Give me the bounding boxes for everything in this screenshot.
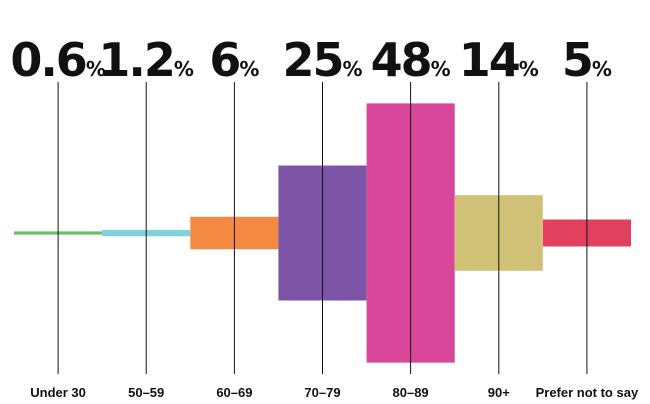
value-unit: % (174, 57, 194, 81)
value-label-70-79: 25% (282, 33, 362, 87)
value-number: 14 (459, 33, 519, 87)
value-number: 1.2 (98, 33, 174, 87)
value-label-prefer-not-to-say: 5% (562, 33, 612, 87)
category-label-70-79: 70–79 (304, 385, 340, 400)
value-unit: % (86, 57, 106, 81)
guide-lines-layer (57, 82, 588, 374)
value-number: 0.6 (10, 33, 86, 87)
value-label-60-69: 6% (209, 33, 259, 87)
value-unit: % (342, 57, 362, 81)
value-label-80-89: 48% (371, 33, 451, 87)
category-label-50-59: 50–59 (128, 385, 164, 400)
value-label-90: 14% (459, 33, 539, 87)
value-unit: % (239, 57, 259, 81)
value-unit: % (592, 57, 612, 81)
category-label-90: 90+ (488, 385, 510, 400)
value-number: 5 (562, 33, 592, 87)
value-number: 25 (282, 33, 342, 87)
value-unit: % (431, 57, 451, 81)
value-label-under-30: 0.6% (10, 33, 106, 87)
value-label-50-59: 1.2% (98, 33, 194, 87)
value-number: 6 (209, 33, 239, 87)
category-label-prefer-not-to-say: Prefer not to say (536, 385, 639, 400)
value-unit: % (519, 57, 539, 81)
value-number: 48 (371, 33, 431, 87)
value-labels-layer: 0.6%1.2% 6% 25% 48% 14% 5% (10, 33, 612, 87)
category-label-80-89: 80–89 (393, 385, 429, 400)
category-labels-layer: Under 30 50–59 60–69 70–79 80–89 90+ Prefer no… (30, 385, 639, 400)
category-label-under-30: Under 30 (30, 385, 86, 400)
category-label-60-69: 60–69 (216, 385, 252, 400)
